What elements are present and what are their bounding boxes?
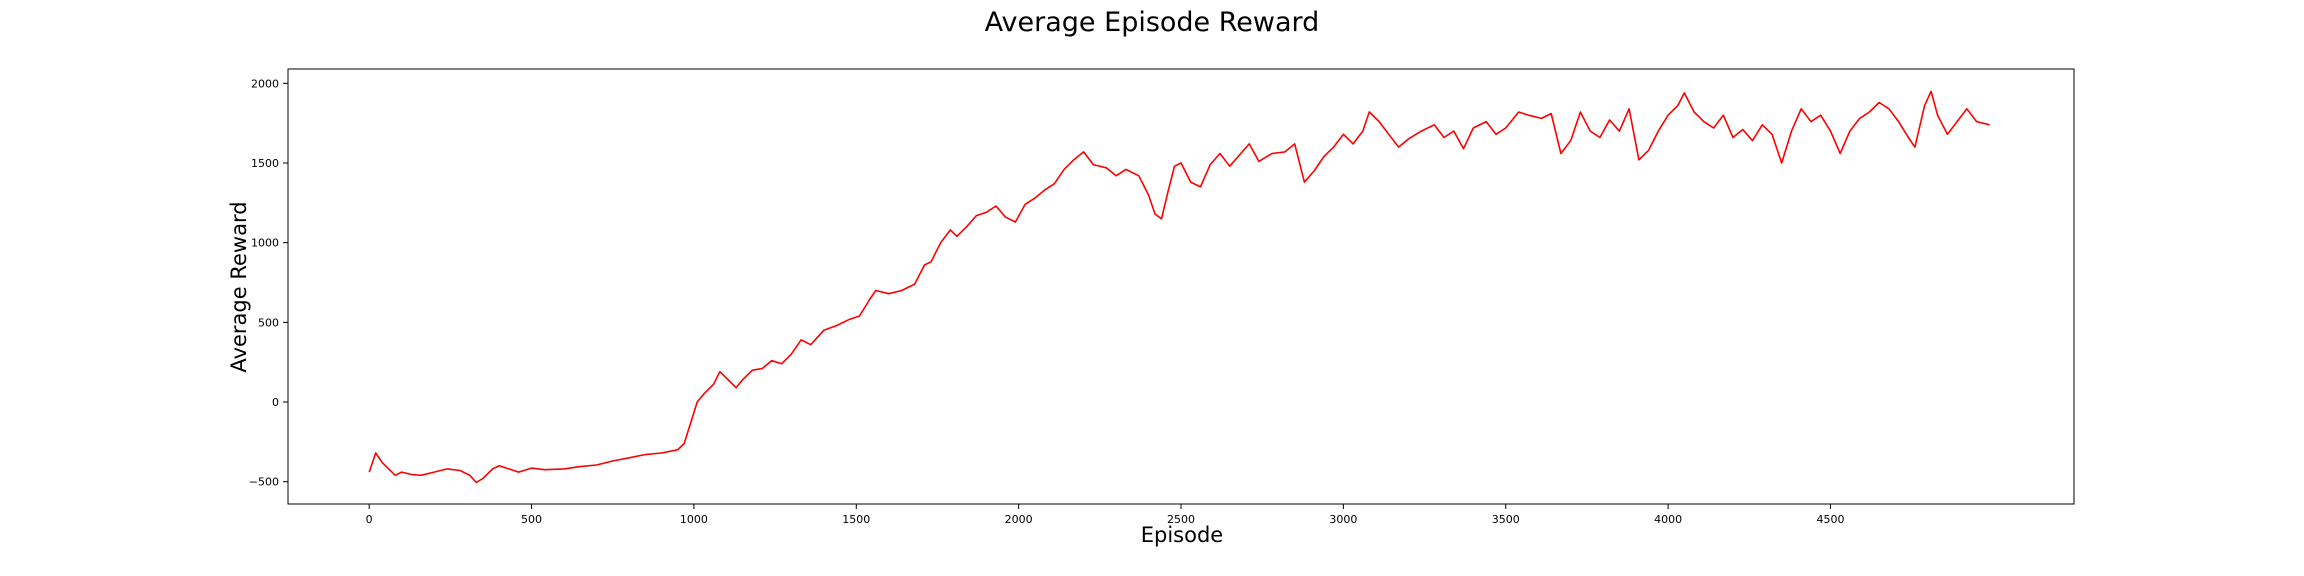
y-tick-label: −500 — [249, 476, 279, 489]
y-axis-label: Average Reward — [227, 201, 251, 372]
x-tick-label: 4500 — [1816, 513, 1844, 526]
x-axis-label: Episode — [1141, 523, 1223, 547]
x-tick-label: 1000 — [680, 513, 708, 526]
x-tick-label: 0 — [366, 513, 373, 526]
x-tick-label: 500 — [521, 513, 542, 526]
y-tick-label: 1500 — [251, 157, 279, 170]
x-tick-label: 2500 — [1167, 513, 1195, 526]
y-tick-label: 1000 — [251, 237, 279, 250]
chart-title: Average Episode Reward — [985, 7, 1320, 38]
series-line-0 — [368, 90, 1990, 484]
plot-area: 0 500 1000 1500 2000 2500 3000 3500 4000 4500 −500… — [249, 68, 2075, 526]
y-tick-label: 0 — [272, 396, 279, 409]
plot-frame — [287, 68, 2075, 505]
x-tick-label: 2000 — [1005, 513, 1033, 526]
y-tick-label: 500 — [258, 316, 279, 329]
x-tick-label: 1500 — [842, 513, 870, 526]
x-tick-label: 4000 — [1654, 513, 1682, 526]
x-tick-label: 3000 — [1329, 513, 1357, 526]
y-tick-label: 2000 — [251, 77, 279, 90]
x-tick-label: 3500 — [1492, 513, 1520, 526]
